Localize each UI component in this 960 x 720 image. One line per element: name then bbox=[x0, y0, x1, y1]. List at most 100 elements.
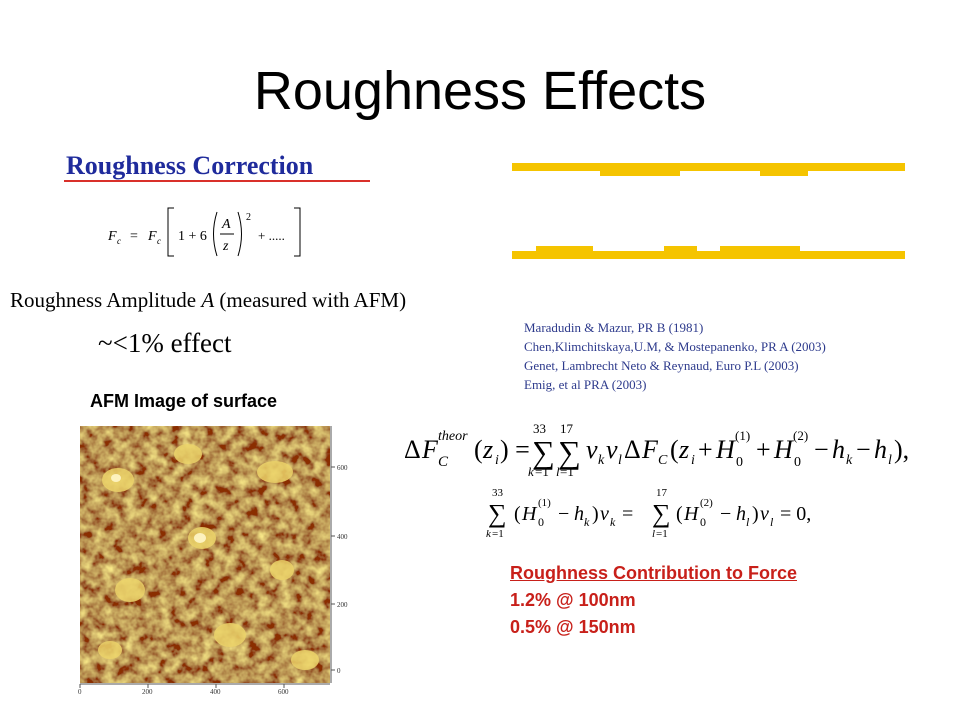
svg-text:A: A bbox=[221, 217, 231, 232]
svg-text:H: H bbox=[773, 435, 794, 464]
svg-text:= 0,: = 0, bbox=[780, 503, 811, 525]
svg-text:17: 17 bbox=[656, 487, 668, 499]
svg-text:l: l bbox=[746, 515, 750, 529]
svg-text:∑: ∑ bbox=[532, 434, 555, 470]
roughness-contribution: Roughness Contribution to Force 1.2% @ 1… bbox=[510, 560, 797, 641]
afm-y-tick: 200 bbox=[337, 601, 348, 609]
reference-item: Emig, et al PRA (2003) bbox=[524, 377, 647, 392]
svg-text:C: C bbox=[438, 454, 449, 470]
afm-x-tick: 400 bbox=[210, 688, 221, 695]
svg-text:=: = bbox=[622, 503, 633, 525]
svg-text:): ) bbox=[752, 503, 759, 525]
svg-text:Δ: Δ bbox=[624, 435, 641, 464]
svg-text:H: H bbox=[521, 503, 538, 525]
svg-text:∑: ∑ bbox=[488, 499, 507, 528]
svg-text:F: F bbox=[421, 435, 439, 464]
svg-text:−: − bbox=[814, 435, 829, 464]
svg-text:0: 0 bbox=[736, 455, 743, 470]
svg-text:v: v bbox=[600, 503, 609, 525]
svg-text:2: 2 bbox=[246, 212, 251, 223]
afm-y-tick: 0 bbox=[337, 667, 341, 675]
reference-list: Maradudin & Mazur, PR B (1981) Chen,Klim… bbox=[524, 318, 826, 394]
svg-text:h: h bbox=[874, 435, 887, 464]
reference-item: Genet, Lambrecht Neto & Reynaud, Euro P.… bbox=[524, 358, 799, 373]
svg-text:C: C bbox=[658, 453, 668, 468]
svg-text:−: − bbox=[856, 435, 871, 464]
svg-text:c: c bbox=[157, 236, 161, 246]
svg-text:z: z bbox=[222, 239, 229, 254]
amplitude-label: Roughness Amplitude A (measured with AFM… bbox=[10, 288, 406, 313]
svg-text:(: ( bbox=[670, 435, 679, 464]
svg-text:−: − bbox=[558, 503, 569, 525]
svg-text:(: ( bbox=[514, 503, 521, 525]
amplitude-prefix: Roughness Amplitude bbox=[10, 288, 202, 312]
svg-text:17: 17 bbox=[560, 421, 574, 436]
svg-text:Δ: Δ bbox=[404, 435, 421, 464]
svg-text:v: v bbox=[760, 503, 769, 525]
svg-text:33: 33 bbox=[492, 487, 504, 499]
svg-text:=: = bbox=[130, 229, 138, 244]
subtitle-underline bbox=[64, 180, 370, 182]
amplitude-symbol: A bbox=[201, 288, 215, 312]
svg-text:z: z bbox=[482, 435, 493, 464]
svg-text:z: z bbox=[678, 435, 689, 464]
amplitude-suffix: (measured with AFM) bbox=[214, 288, 407, 312]
afm-image: 0 200 400 600 0 200 400 600 bbox=[78, 426, 348, 695]
svg-text:k: k bbox=[584, 515, 590, 529]
svg-text:theor: theor bbox=[438, 429, 468, 444]
svg-text:l: l bbox=[556, 464, 560, 478]
svg-text:): ) bbox=[592, 503, 599, 525]
svg-text:k: k bbox=[486, 528, 492, 540]
slide-title: Roughness Effects bbox=[253, 61, 707, 121]
svg-text:∑: ∑ bbox=[558, 434, 581, 470]
svg-text:k: k bbox=[610, 515, 616, 529]
roughness-profile-diagram bbox=[512, 163, 905, 259]
svg-text:−: − bbox=[720, 503, 731, 525]
afm-x-tick: 200 bbox=[142, 688, 153, 695]
svg-text:k: k bbox=[528, 464, 534, 478]
svg-text:(: ( bbox=[676, 503, 683, 525]
svg-text:(: ( bbox=[474, 435, 483, 464]
svg-text:(1): (1) bbox=[735, 428, 750, 443]
svg-text:) =: ) = bbox=[500, 435, 530, 464]
svg-text:0: 0 bbox=[538, 515, 544, 529]
svg-text:),: ), bbox=[894, 435, 909, 464]
afm-caption: AFM Image of surface bbox=[90, 391, 278, 411]
svg-text:h: h bbox=[736, 503, 746, 525]
svg-text:F: F bbox=[107, 229, 117, 244]
svg-text:l: l bbox=[888, 453, 892, 468]
reference-item: Chen,Klimchitskaya,U.M, & Mostepanenko, … bbox=[524, 339, 826, 354]
svg-text:=1: =1 bbox=[492, 528, 504, 540]
svg-text:l: l bbox=[618, 453, 622, 468]
svg-text:c: c bbox=[117, 236, 121, 246]
svg-text:l: l bbox=[770, 515, 774, 529]
svg-text:(2): (2) bbox=[793, 428, 808, 443]
svg-text:0: 0 bbox=[794, 455, 801, 470]
subtitle: Roughness Correction bbox=[66, 151, 314, 180]
svg-text:h: h bbox=[832, 435, 845, 464]
svg-text:v: v bbox=[586, 435, 598, 464]
svg-text:l: l bbox=[652, 528, 655, 540]
contribution-title: Roughness Contribution to Force bbox=[510, 563, 797, 583]
constraint-equation: 33 ∑ k =1 ( H 0 (1) − h k ) v k = 17 ∑ l =… bbox=[486, 487, 811, 540]
svg-text:i: i bbox=[495, 453, 499, 468]
contribution-line: 1.2% @ 100nm bbox=[510, 590, 636, 610]
svg-text:(2): (2) bbox=[700, 497, 713, 509]
svg-text:1 + 6: 1 + 6 bbox=[178, 229, 207, 244]
svg-text:0: 0 bbox=[700, 515, 706, 529]
svg-text:H: H bbox=[715, 435, 736, 464]
svg-text:v: v bbox=[606, 435, 618, 464]
svg-text:=1: =1 bbox=[535, 464, 549, 478]
svg-text:i: i bbox=[691, 453, 695, 468]
svg-text:33: 33 bbox=[533, 421, 546, 436]
svg-text:h: h bbox=[574, 503, 584, 525]
svg-text:H: H bbox=[683, 503, 700, 525]
svg-text:k: k bbox=[846, 453, 853, 468]
svg-text:∑: ∑ bbox=[652, 499, 671, 528]
svg-text:+ .....: + ..... bbox=[258, 228, 285, 243]
effect-size: ~<1% effect bbox=[98, 328, 232, 358]
afm-y-tick: 600 bbox=[337, 464, 348, 472]
svg-text:(1): (1) bbox=[538, 497, 551, 509]
afm-y-tick: 400 bbox=[337, 533, 348, 541]
svg-text:+: + bbox=[698, 435, 713, 464]
